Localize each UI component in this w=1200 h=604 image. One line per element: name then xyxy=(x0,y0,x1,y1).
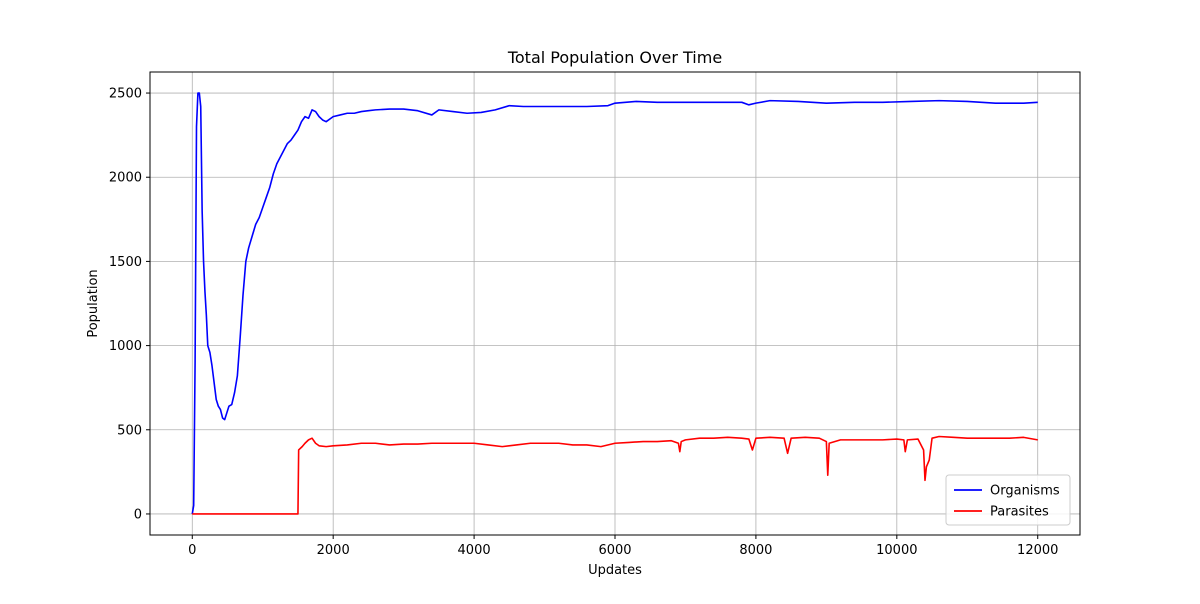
x-tick-label: 0 xyxy=(188,543,196,558)
y-tick-label: 1500 xyxy=(109,255,142,270)
legend-label-parasites: Parasites xyxy=(990,505,1049,520)
x-tick-label: 12000 xyxy=(1017,543,1058,558)
x-tick-label: 4000 xyxy=(458,543,491,558)
series-layer xyxy=(191,92,1038,515)
legend-label-organisms: Organisms xyxy=(990,484,1060,499)
x-tick-label: 2000 xyxy=(317,543,350,558)
x-tick-label: 8000 xyxy=(739,543,772,558)
y-tick-label: 500 xyxy=(117,423,142,438)
y-tick-label: 2000 xyxy=(109,171,142,186)
x-axis-label: Updates xyxy=(588,563,642,578)
y-tick-label: 0 xyxy=(134,507,142,522)
legend-box xyxy=(945,474,1071,526)
series-line-parasites xyxy=(192,435,1038,515)
x-tick-label: 6000 xyxy=(598,543,631,558)
grid xyxy=(150,72,1080,535)
x-tick-label: 10000 xyxy=(876,543,917,558)
chart-title: Total Population Over Time xyxy=(507,48,722,67)
y-axis-label: Population xyxy=(86,269,101,337)
y-tick-label: 2500 xyxy=(109,87,142,102)
series-line-organisms xyxy=(191,92,1038,515)
legend: Organisms Parasites xyxy=(945,474,1071,526)
ticks: 0 2000 4000 6000 8000 10000 12000 0 500 1000 1500 2… xyxy=(109,87,1059,558)
y-tick-label: 1000 xyxy=(109,339,142,354)
